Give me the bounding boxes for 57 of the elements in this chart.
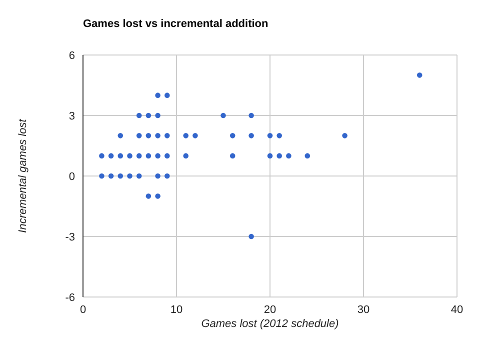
point — [136, 133, 142, 138]
point — [230, 133, 236, 138]
point — [146, 194, 152, 199]
point — [164, 173, 170, 179]
point — [267, 153, 273, 158]
x-tick-label: 20 — [264, 304, 276, 316]
point — [286, 153, 292, 158]
point — [118, 153, 124, 158]
point — [99, 173, 104, 179]
point — [220, 112, 226, 118]
point — [146, 133, 152, 138]
point — [99, 153, 104, 158]
x-axis-title: Games lost (2012 schedule) — [201, 318, 340, 330]
point — [304, 153, 310, 158]
point — [248, 133, 254, 138]
point — [155, 194, 160, 199]
point — [155, 173, 160, 179]
y-tick-label: -3 — [65, 231, 75, 244]
point — [136, 153, 142, 158]
point — [127, 173, 132, 179]
point — [146, 112, 152, 118]
point — [127, 153, 132, 158]
point — [164, 133, 170, 138]
point — [155, 112, 160, 118]
point — [155, 92, 160, 98]
point — [230, 153, 236, 158]
point — [248, 234, 254, 240]
x-tick-label: 30 — [357, 304, 370, 316]
point — [267, 133, 273, 138]
point — [146, 153, 152, 158]
y-tick-label: 3 — [68, 110, 75, 122]
point — [183, 133, 188, 138]
y-tick-label: 6 — [68, 50, 75, 62]
point — [108, 173, 114, 179]
point — [276, 133, 282, 138]
x-tick-label: 10 — [170, 304, 183, 316]
point — [192, 133, 198, 138]
point — [183, 153, 188, 158]
y-axis-title: Incremental games lost — [16, 118, 29, 233]
point — [108, 153, 114, 158]
point — [164, 92, 170, 98]
x-tick-label: 40 — [450, 304, 464, 316]
chart-title: Games lost vs incremental addition — [83, 18, 268, 30]
y-tick-label: 0 — [68, 170, 75, 183]
point — [164, 153, 170, 158]
point — [136, 112, 142, 118]
point — [155, 133, 160, 138]
point — [276, 153, 282, 158]
point — [416, 72, 422, 78]
point — [118, 173, 124, 179]
point — [136, 173, 142, 179]
x-tick-label: 0 — [80, 304, 86, 316]
y-tick-label: -6 — [65, 292, 75, 304]
point — [342, 133, 348, 138]
point — [248, 112, 254, 118]
point — [155, 153, 160, 158]
point — [118, 133, 124, 138]
